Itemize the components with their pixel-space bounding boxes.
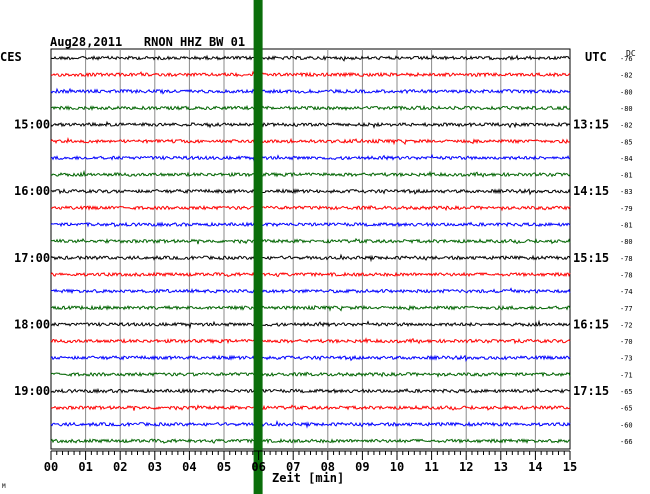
dc-header-label: DC xyxy=(626,49,636,58)
x-tick-label-13: 13 xyxy=(494,460,508,474)
x-tick-label-02: 02 xyxy=(113,460,127,474)
right-time-label-16:15: 16:15 xyxy=(573,317,609,331)
x-tick-label-00: 00 xyxy=(44,460,58,474)
x-tick-label-06: 06 xyxy=(251,460,265,474)
dc-value-13: -78 xyxy=(620,271,633,279)
trace-row-12 xyxy=(50,253,571,263)
trace-row-15 xyxy=(50,304,571,312)
trace-row-4 xyxy=(50,120,571,129)
dc-value-6: -84 xyxy=(620,155,633,163)
trace-row-1 xyxy=(50,70,571,78)
x-tick-label-15: 15 xyxy=(563,460,577,474)
trace-row-0 xyxy=(50,54,571,62)
dc-value-4: -82 xyxy=(620,122,633,130)
trace-row-16 xyxy=(50,319,571,330)
dc-value-10: -81 xyxy=(620,222,633,230)
trace-row-6 xyxy=(50,153,571,163)
trace-row-23 xyxy=(50,437,571,445)
x-axis-title: Zeit [min] xyxy=(272,471,344,485)
trace-row-2 xyxy=(50,87,571,95)
trace-row-22 xyxy=(50,419,571,429)
trace-row-5 xyxy=(50,136,571,146)
right-time-label-15:15: 15:15 xyxy=(573,251,609,265)
x-tick-label-14: 14 xyxy=(528,460,542,474)
dc-value-1: -82 xyxy=(620,72,633,80)
dc-value-5: -85 xyxy=(620,138,633,146)
left-time-label-16:00: 16:00 xyxy=(14,184,50,198)
x-tick-label-07: 07 xyxy=(286,460,300,474)
right-time-label-17:15: 17:15 xyxy=(573,384,609,398)
trace-row-21 xyxy=(50,404,571,411)
left-time-label-15:00: 15:00 xyxy=(14,118,50,132)
dc-value-7: -81 xyxy=(620,172,633,180)
x-tick-label-08: 08 xyxy=(321,460,335,474)
x-tick-label-05: 05 xyxy=(217,460,231,474)
corner-mark: M xyxy=(2,483,6,490)
axis-layer: -76 -82 -80 -80 -82 -85 -84 -81 -83 -79 -81 -80 -78 -… xyxy=(14,55,633,474)
dc-value-3: -80 xyxy=(620,105,633,113)
dc-value-19: -71 xyxy=(620,371,633,379)
dc-value-21: -65 xyxy=(620,405,633,413)
dc-value-0: -76 xyxy=(620,55,633,63)
trace-row-17 xyxy=(50,337,571,345)
x-tick-label-11: 11 xyxy=(424,460,438,474)
trace-row-18 xyxy=(50,354,571,363)
dc-value-20: -65 xyxy=(620,388,633,396)
trace-row-14 xyxy=(50,287,571,295)
trace-row-10 xyxy=(50,221,571,228)
x-tick-label-04: 04 xyxy=(182,460,196,474)
marker-layer xyxy=(253,0,263,494)
grid-layer xyxy=(50,48,571,450)
left-time-label-18:00: 18:00 xyxy=(14,317,50,331)
left-time-label-19:00: 19:00 xyxy=(14,384,50,398)
trace-row-11 xyxy=(50,237,571,245)
plot-frame xyxy=(50,48,571,450)
trace-row-7 xyxy=(50,169,571,178)
dc-value-22: -60 xyxy=(620,421,633,429)
chart-title: Aug28,2011 RNON HHZ BW 01 xyxy=(50,35,245,49)
dc-value-18: -73 xyxy=(620,355,633,363)
dc-value-9: -79 xyxy=(620,205,633,213)
dc-value-17: -70 xyxy=(620,338,633,346)
x-tick-label-03: 03 xyxy=(148,460,162,474)
trace-row-13 xyxy=(50,271,571,278)
trace-row-20 xyxy=(50,387,571,395)
x-tick-label-01: 01 xyxy=(78,460,92,474)
dc-value-15: -77 xyxy=(620,305,633,313)
dc-value-23: -66 xyxy=(620,438,633,446)
trace-row-8 xyxy=(50,188,571,196)
dc-value-12: -78 xyxy=(620,255,633,263)
x-tick-label-10: 10 xyxy=(390,460,404,474)
dc-value-8: -83 xyxy=(620,188,633,196)
trace-row-9 xyxy=(50,204,571,212)
trace-layer xyxy=(50,54,571,445)
right-time-label-14:15: 14:15 xyxy=(573,184,609,198)
trace-row-3 xyxy=(50,104,571,112)
dc-value-16: -72 xyxy=(620,321,633,329)
left-time-label-17:00: 17:00 xyxy=(14,251,50,265)
dc-value-14: -74 xyxy=(620,288,633,296)
event-marker-bar xyxy=(253,0,263,494)
right-time-label-13:15: 13:15 xyxy=(573,118,609,132)
x-tick-label-09: 09 xyxy=(355,460,369,474)
dc-value-2: -80 xyxy=(620,88,633,96)
trace-row-19 xyxy=(50,371,571,378)
right-timezone-label: UTC xyxy=(585,50,607,64)
x-tick-label-12: 12 xyxy=(459,460,473,474)
dc-value-11: -80 xyxy=(620,238,633,246)
left-timezone-label: CES xyxy=(0,50,22,64)
